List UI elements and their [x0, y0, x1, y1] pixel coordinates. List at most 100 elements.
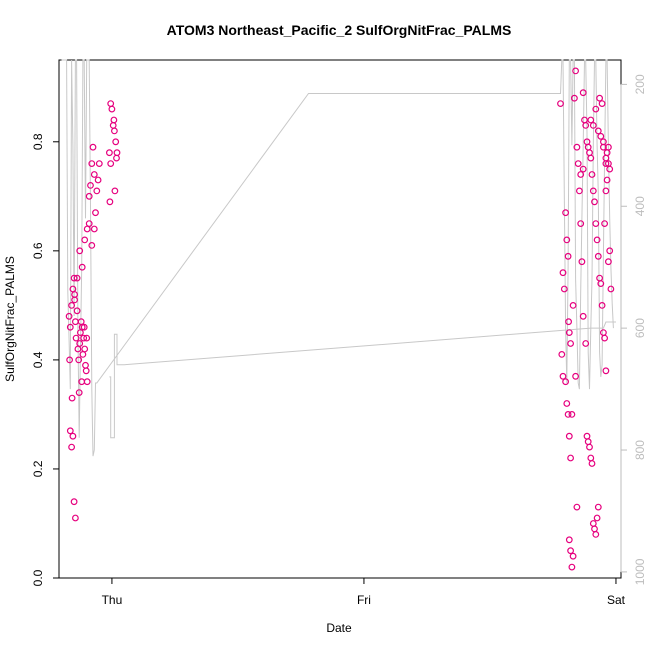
data-point [82, 361, 89, 369]
data-point [594, 252, 602, 260]
data-point [605, 143, 612, 151]
data-point [113, 149, 121, 157]
data-point [559, 269, 567, 277]
data-point [564, 252, 572, 260]
data-point [72, 334, 80, 342]
data-point [589, 520, 597, 527]
data-point [577, 171, 585, 178]
data-point [105, 149, 113, 157]
data-point [79, 351, 87, 358]
data-point [587, 116, 595, 124]
data-point [112, 138, 120, 146]
x-axis-label: Date [326, 621, 352, 635]
data-point [597, 132, 605, 140]
data-point [601, 334, 608, 342]
data-point [589, 121, 597, 129]
data-point [94, 176, 102, 184]
right-tick-label: 600 [633, 318, 647, 338]
y-tick-label: 0.2 [31, 460, 45, 477]
scatter-points [65, 67, 615, 571]
data-point [592, 105, 600, 113]
data-point [66, 427, 74, 435]
data-point [73, 307, 81, 315]
data-point [598, 302, 606, 309]
data-point [562, 209, 569, 217]
data-point [602, 367, 610, 375]
data-point [565, 329, 573, 337]
data-point [565, 318, 572, 326]
data-point [579, 165, 587, 173]
data-point [75, 389, 83, 397]
bottom-axis: Thu Fri Sat [102, 578, 626, 607]
data-point [563, 400, 571, 407]
data-point [606, 247, 614, 255]
data-point [88, 241, 96, 249]
data-point [584, 143, 592, 151]
data-point [567, 454, 574, 462]
data-point [107, 100, 115, 107]
data-point [572, 67, 579, 75]
data-point [563, 236, 571, 244]
data-point [594, 127, 602, 135]
data-point [571, 94, 578, 102]
data-point [83, 334, 91, 342]
data-point [574, 160, 582, 168]
data-point [602, 154, 610, 162]
y-tick-label: 0.0 [31, 569, 45, 586]
data-point [606, 165, 614, 173]
data-point [108, 105, 116, 113]
data-point [588, 460, 596, 467]
y-tick-label: 0.6 [31, 242, 45, 259]
data-point [559, 372, 567, 380]
data-point [90, 225, 98, 233]
data-point [576, 187, 583, 195]
data-point [85, 220, 93, 228]
data-point [589, 187, 597, 195]
data-point [569, 552, 577, 560]
left-axis: 0.0 0.2 0.4 0.6 0.8 [31, 133, 60, 586]
data-point [66, 356, 73, 364]
data-point [95, 160, 103, 168]
data-point [577, 220, 585, 228]
data-point [600, 138, 607, 146]
data-point [582, 121, 590, 129]
data-point [70, 274, 78, 282]
data-point [73, 274, 81, 282]
data-point [81, 236, 89, 244]
data-point [88, 160, 96, 168]
y-tick-label: 0.8 [31, 133, 45, 150]
data-point [601, 220, 608, 228]
right-tick-label: 400 [633, 196, 647, 216]
data-point [70, 498, 78, 506]
chart-title: ATOM3 Northeast_Pacific_2 SulfOrgNitFrac… [167, 22, 512, 38]
data-point [579, 89, 587, 97]
data-point [87, 181, 94, 189]
data-point [560, 285, 568, 293]
data-point [75, 356, 83, 364]
data-point [605, 258, 612, 266]
data-point [603, 176, 611, 184]
data-point [113, 154, 120, 162]
data-point [568, 563, 576, 571]
data-point [68, 302, 75, 309]
data-point [569, 302, 577, 309]
data-point [598, 100, 606, 107]
data-point [78, 263, 86, 271]
data-point [567, 547, 574, 555]
data-point [90, 171, 98, 178]
data-point [109, 121, 117, 129]
x-tick-label: Fri [357, 593, 371, 607]
x-tick-label: Thu [102, 593, 123, 607]
data-point [71, 514, 79, 522]
data-point [111, 187, 119, 195]
data-point [80, 334, 88, 342]
data-point [107, 160, 115, 168]
data-point [83, 225, 91, 233]
data-point [110, 116, 118, 124]
data-point [591, 525, 598, 533]
data-point [85, 192, 93, 200]
right-axis: 200 400 600 800 1000 [620, 74, 647, 585]
y-tick-label: 0.4 [31, 351, 45, 368]
data-point [594, 503, 602, 511]
